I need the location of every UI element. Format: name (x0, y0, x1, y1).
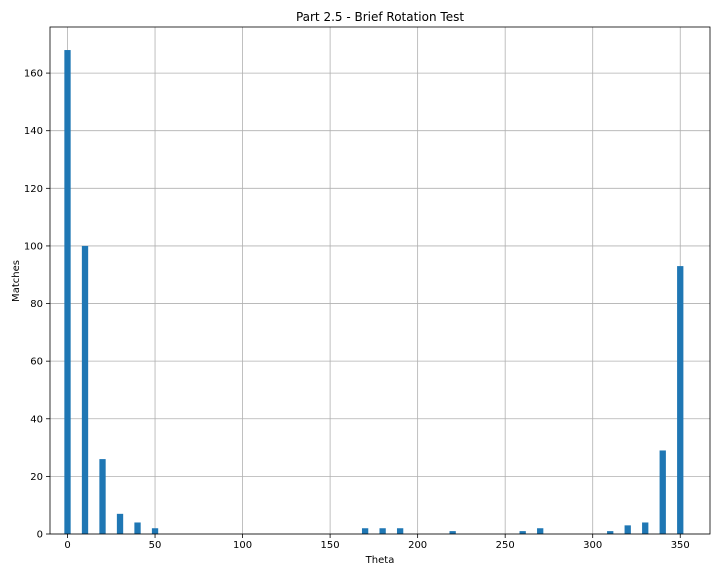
bar (396, 528, 404, 534)
bar (379, 528, 386, 534)
bar (642, 522, 649, 534)
y-tick-label: 140 (24, 126, 43, 137)
y-tick-label: 40 (30, 414, 43, 425)
bar (361, 528, 369, 534)
plot-area-frame (49, 26, 711, 535)
x-axis-label: Theta (365, 555, 395, 566)
y-tick-label: 80 (30, 299, 43, 310)
bars (64, 50, 684, 534)
bar (99, 459, 106, 534)
y-tick-label: 60 (30, 357, 43, 368)
x-tick-label: 150 (321, 540, 340, 551)
bar (449, 531, 456, 534)
y-tick-label: 120 (24, 184, 43, 195)
x-tick-label: 100 (233, 540, 252, 551)
y-tick-label: 20 (30, 472, 43, 483)
y-tick-label: 100 (24, 241, 43, 252)
x-tick-label: 0 (64, 540, 70, 551)
bar (659, 450, 666, 534)
x-tick-label: 50 (149, 540, 162, 551)
bar (519, 531, 526, 534)
y-axis-ticks: 0 20 40 60 80 100 120 140 160 (24, 69, 50, 541)
x-axis-ticks: 0 50 100 150 200 250 300 350 (64, 534, 690, 551)
chart-title: Part 2.5 - Brief Rotation Test (296, 10, 464, 24)
y-tick-label: 160 (24, 69, 43, 80)
bar (624, 525, 631, 534)
bar (64, 50, 71, 534)
bar (151, 528, 159, 534)
bar (116, 513, 124, 534)
x-tick-label: 200 (408, 540, 427, 551)
y-axis-label: Matches (11, 260, 22, 302)
bar (537, 528, 544, 534)
bar (677, 266, 684, 534)
x-tick-label: 250 (496, 540, 515, 551)
grid-lines (50, 27, 710, 535)
bar (607, 531, 614, 534)
x-tick-label: 300 (583, 540, 602, 551)
bar (134, 522, 141, 534)
y-tick-label: 0 (37, 530, 43, 541)
bar (81, 245, 89, 534)
x-tick-label: 350 (671, 540, 690, 551)
